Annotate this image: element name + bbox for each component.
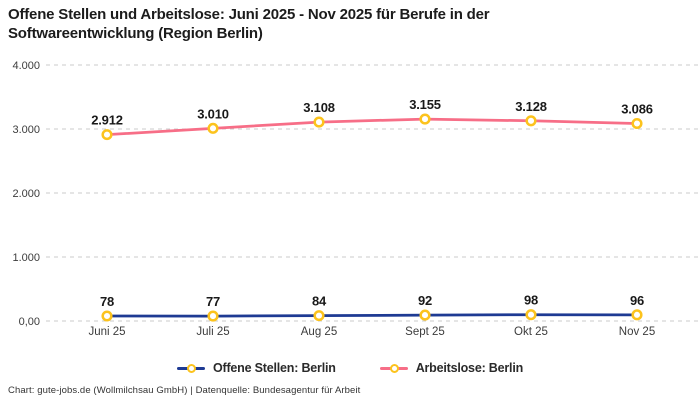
x-axis-tick-label: Juli 25 [196, 326, 229, 338]
data-point-marker-arbeitslose-berlin[interactable] [313, 116, 325, 128]
data-point-label-offene-stellen-berlin: 84 [312, 294, 327, 309]
y-axis-tick-label: 3.000 [12, 124, 40, 136]
footer-credit: Chart: gute-jobs.de (Wollmilchsau GmbH) … [8, 385, 361, 396]
x-axis-tick-label: Sept 25 [405, 326, 445, 338]
data-point-marker-offene-stellen-berlin[interactable] [419, 309, 431, 321]
data-point-marker-offene-stellen-berlin[interactable] [101, 310, 113, 322]
data-point-label-offene-stellen-berlin: 96 [630, 293, 644, 308]
data-point-marker-arbeitslose-berlin[interactable] [631, 117, 643, 130]
y-axis-tick-label: 2.000 [12, 188, 40, 200]
data-point-marker-offene-stellen-berlin[interactable] [313, 310, 325, 322]
x-axis-tick-label: Juni 25 [88, 326, 125, 338]
legend-line-marker-icon [176, 363, 205, 374]
legend-line-marker-icon [379, 363, 408, 374]
data-point-marker-offene-stellen-berlin[interactable] [525, 309, 537, 321]
data-point-label-offene-stellen-berlin: 78 [100, 294, 114, 309]
x-axis-tick-label: Nov 25 [619, 326, 655, 338]
plot-svg: 0,00 1.000 2.000 3.000 4.000 Juni 25 Juli 25 Au… [12, 60, 698, 338]
series-line-arbeitslose-berlin [105, 117, 639, 137]
data-point-marker-offene-stellen-berlin[interactable] [631, 309, 643, 321]
y-axis-tick-label: 4.000 [12, 60, 40, 72]
data-point-marker-offene-stellen-berlin[interactable] [207, 310, 219, 322]
x-axis-tick-label: Okt 25 [514, 326, 548, 338]
legend-label: Arbeitslose: Berlin [415, 361, 524, 375]
data-point-marker-arbeitslose-berlin[interactable] [207, 122, 219, 134]
data-point-marker-arbeitslose-berlin[interactable] [525, 115, 537, 127]
data-point-label-offene-stellen-berlin: 92 [418, 293, 432, 308]
data-point-label-arbeitslose-berlin: 3.155 [409, 97, 441, 112]
x-axis-tick-label: Aug 25 [301, 326, 337, 338]
chart-title-line1: Offene Stellen und Arbeitslose: Juni 202… [8, 6, 490, 23]
series-line-offene-stellen-berlin [105, 313, 639, 318]
data-point-label-offene-stellen-berlin: 77 [206, 294, 220, 309]
legend-item[interactable]: Arbeitslose: Berlin [379, 361, 524, 375]
chart-title: Offene Stellen und Arbeitslose: Juni 202… [8, 5, 692, 43]
data-point-label-arbeitslose-berlin: 2.912 [91, 113, 123, 128]
data-point-label-offene-stellen-berlin: 98 [524, 293, 538, 308]
legend-label: Offene Stellen: Berlin [212, 361, 336, 375]
data-point-label-arbeitslose-berlin: 3.108 [303, 100, 335, 115]
data-point-label-arbeitslose-berlin: 3.086 [621, 101, 653, 116]
y-axis-tick-label: 1.000 [12, 252, 40, 264]
data-point-label-arbeitslose-berlin: 3.010 [197, 106, 229, 121]
data-point-marker-arbeitslose-berlin[interactable] [101, 129, 113, 141]
y-axis-tick-label: 0,00 [19, 316, 40, 328]
data-point-label-arbeitslose-berlin: 3.128 [515, 99, 547, 114]
data-point-marker-arbeitslose-berlin[interactable] [419, 113, 431, 125]
legend-item[interactable]: Offene Stellen: Berlin [176, 361, 336, 375]
legend: Offene Stellen: Berlin Arbeitslose: Berli… [0, 361, 700, 375]
chart-title-line2: Softwareentwicklung (Region Berlin) [8, 25, 263, 42]
